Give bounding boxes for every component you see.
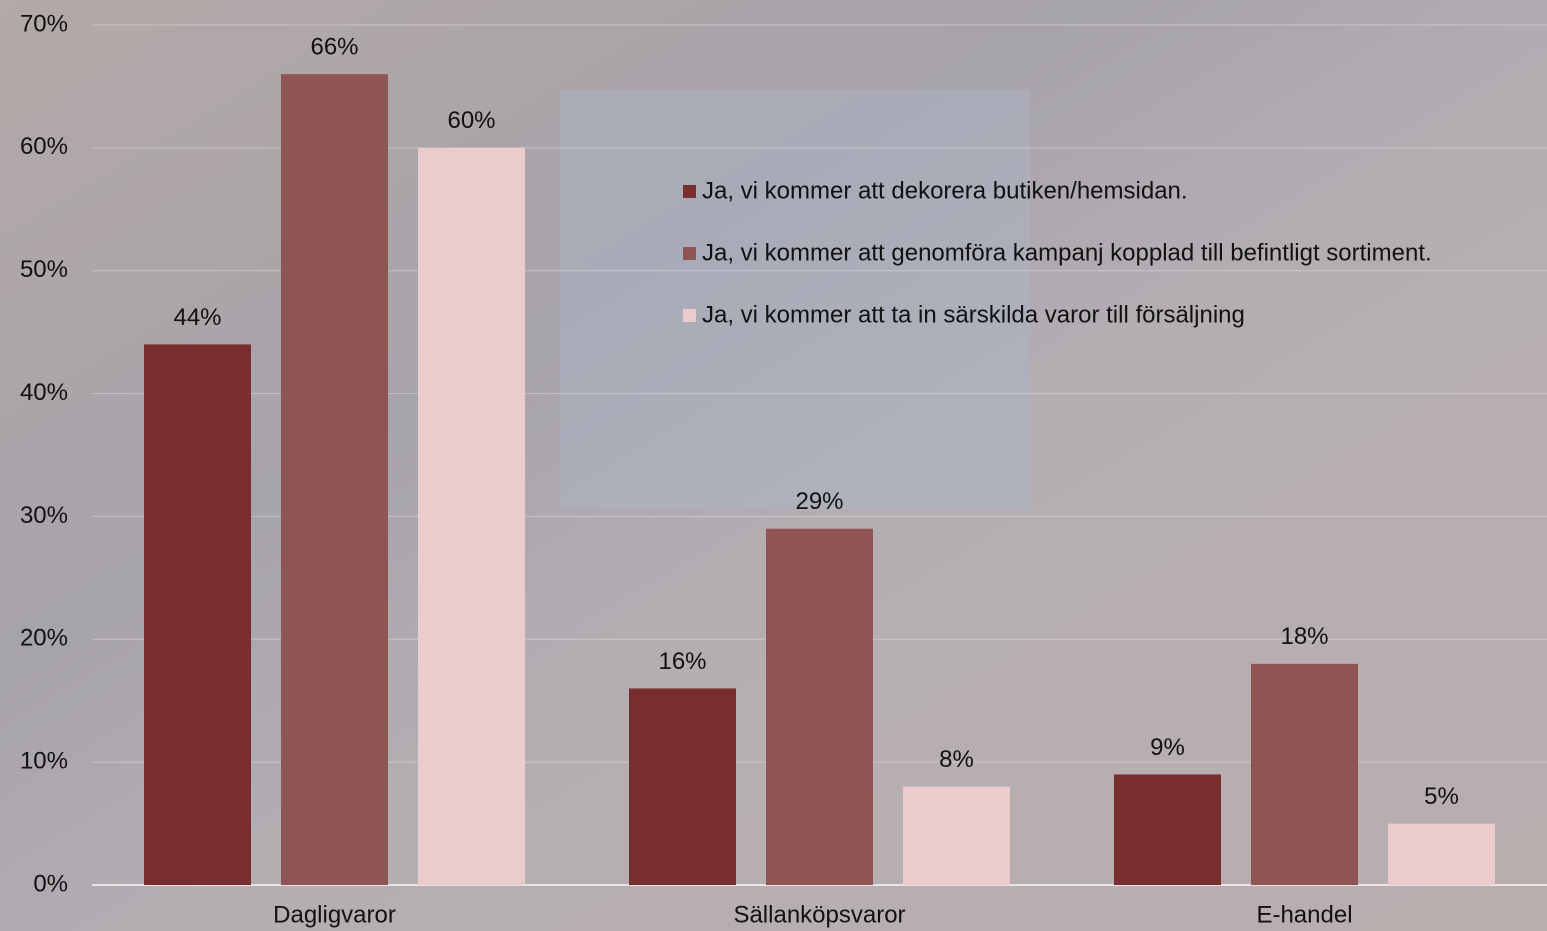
y-tick-label: 20%: [20, 625, 68, 652]
data-label: 66%: [310, 33, 358, 60]
data-label: 16%: [658, 648, 706, 675]
x-tick-label: E-handel: [1256, 901, 1352, 928]
data-label: 8%: [939, 746, 974, 773]
x-tick-label: Sällanköpsvaror: [733, 901, 905, 928]
data-label: 9%: [1150, 734, 1185, 761]
y-tick-label: 30%: [20, 502, 68, 529]
legend-swatch: [683, 247, 696, 260]
data-label: 44%: [173, 304, 221, 331]
legend-label: Ja, vi kommer att dekorera butiken/hemsi…: [702, 177, 1188, 204]
y-tick-label: 70%: [20, 10, 68, 37]
bar: [1251, 663, 1358, 885]
y-tick-label: 10%: [20, 747, 68, 774]
x-tick-label: Dagligvaror: [273, 901, 396, 928]
y-tick-label: 40%: [20, 379, 68, 406]
bar: [1388, 823, 1495, 885]
data-label: 5%: [1424, 783, 1459, 810]
data-label: 18%: [1280, 623, 1328, 650]
bar: [418, 147, 525, 885]
legend-label: Ja, vi kommer att ta in särskilda varor …: [702, 301, 1245, 328]
data-label: 60%: [447, 107, 495, 134]
legend-label: Ja, vi kommer att genomföra kampanj kopp…: [702, 239, 1432, 266]
bar: [629, 688, 736, 885]
bar: [1114, 774, 1221, 885]
bar: [903, 786, 1010, 885]
legend-swatch: [683, 309, 696, 322]
y-tick-label: 60%: [20, 133, 68, 160]
data-label: 29%: [795, 488, 843, 515]
bar: [766, 528, 873, 885]
bar: [281, 74, 388, 885]
bar: [144, 344, 251, 885]
y-tick-label: 50%: [20, 256, 68, 283]
legend-swatch: [683, 185, 696, 198]
background-photo-highlight: [560, 90, 1030, 510]
y-tick-label: 0%: [33, 870, 68, 897]
